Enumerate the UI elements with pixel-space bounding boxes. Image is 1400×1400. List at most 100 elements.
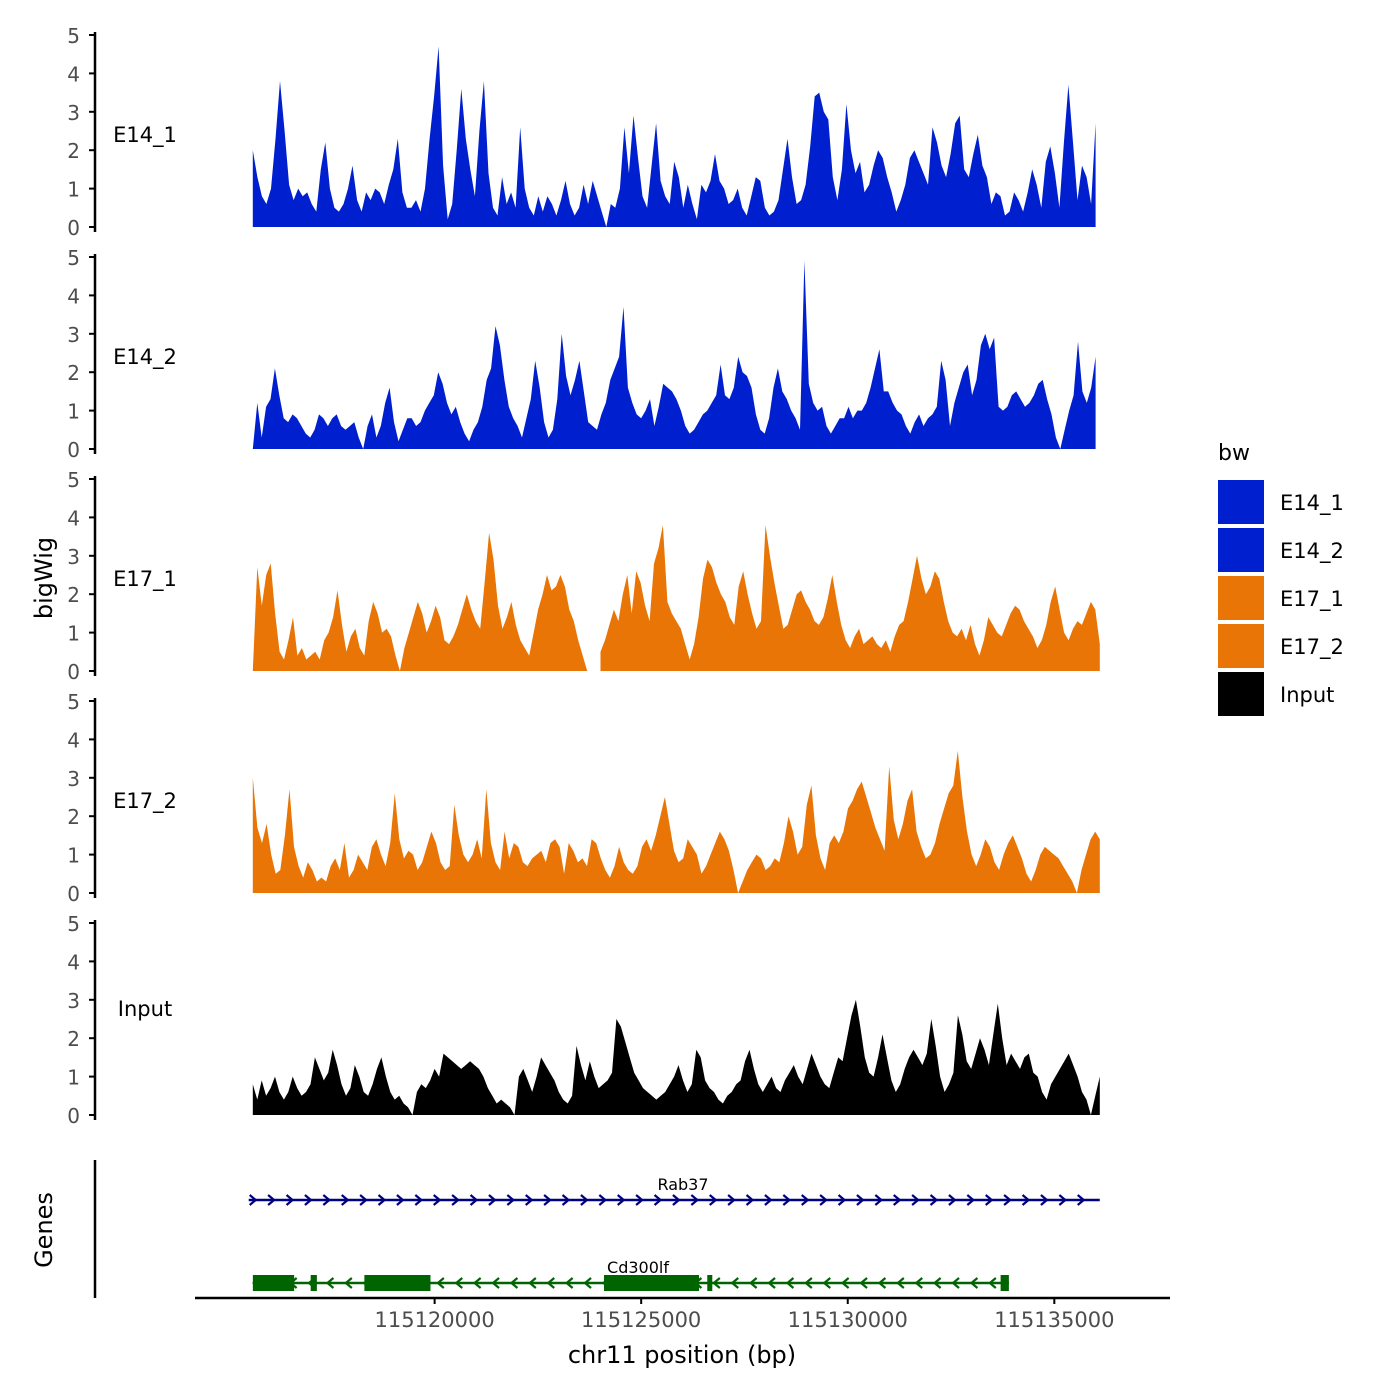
- strand-arrow: [893, 1194, 902, 1206]
- strand-arrow: [1040, 1194, 1049, 1206]
- legend-item-E14_1: E14_1: [1218, 480, 1344, 524]
- strand-arrow: [804, 1277, 813, 1289]
- y-tick-label: 2: [67, 361, 80, 385]
- legend-swatch: [1218, 624, 1264, 668]
- legend-swatch: [1218, 672, 1264, 716]
- strand-arrow: [988, 1277, 997, 1289]
- strand-arrow: [1058, 1194, 1068, 1206]
- strand-arrow: [712, 1277, 721, 1289]
- strand-arrow: [819, 1194, 828, 1206]
- track-E17_1: 0 1 2 3 4 5 E17_1: [67, 468, 1100, 684]
- strand-arrow: [840, 1277, 850, 1289]
- strand-arrow: [969, 1277, 979, 1289]
- strand-arrow: [856, 1194, 865, 1206]
- strand-arrow: [1077, 1194, 1086, 1206]
- legend-swatch: [1218, 576, 1264, 620]
- y-tick-label: 4: [67, 950, 80, 974]
- strand-arrow: [506, 1194, 516, 1206]
- strand-arrow: [727, 1194, 736, 1206]
- strand-arrow: [491, 1277, 500, 1289]
- strand-arrow: [951, 1277, 960, 1289]
- genes-panel-label: Genes: [30, 1192, 58, 1268]
- y-tick-label: 1: [67, 844, 80, 868]
- y-tick-label: 1: [67, 400, 80, 424]
- track-label: E14_1: [113, 123, 177, 148]
- strand-arrow: [801, 1194, 810, 1206]
- strand-arrow: [543, 1194, 552, 1206]
- y-tick-label: 1: [67, 622, 80, 646]
- strand-arrow: [764, 1194, 773, 1206]
- strand-arrow: [344, 1277, 353, 1289]
- strand-arrow: [767, 1277, 776, 1289]
- strand-arrow: [396, 1194, 405, 1206]
- x-tick-label: 115135000: [994, 1308, 1114, 1332]
- coverage-area-E17_1: [600, 525, 1100, 671]
- y-tick-label: 0: [67, 882, 80, 906]
- strand-arrow: [304, 1194, 313, 1206]
- strand-arrow: [929, 1194, 939, 1206]
- exon-block: [707, 1275, 713, 1291]
- strand-arrow: [782, 1194, 792, 1206]
- strand-arrow: [564, 1277, 574, 1289]
- strand-arrow: [525, 1194, 534, 1206]
- x-tick-label: 115125000: [581, 1308, 701, 1332]
- legend: bw E14_1 E14_2 E17_1 E17_2 Input: [1218, 441, 1344, 716]
- strand-arrow: [454, 1277, 463, 1289]
- legend-items: E14_1 E14_2 E17_1 E17_2 Input: [1218, 480, 1344, 716]
- gene-Cd300lf: Cd300lf: [252, 1258, 1009, 1291]
- strand-arrow: [249, 1194, 258, 1206]
- strand-arrow: [877, 1277, 887, 1289]
- y-tick-label: 5: [67, 690, 80, 714]
- y-tick-label: 2: [67, 805, 80, 829]
- track-E14_1: 0 1 2 3 4 5 E14_1: [67, 24, 1096, 240]
- strand-arrow: [966, 1194, 976, 1206]
- track-E14_2: 0 1 2 3 4 5 E14_2: [67, 246, 1096, 462]
- exon-block: [604, 1275, 700, 1291]
- y-tick-label: 5: [67, 24, 80, 48]
- strand-arrow: [469, 1194, 479, 1206]
- strand-arrow: [528, 1277, 537, 1289]
- strand-arrow: [653, 1194, 663, 1206]
- strand-arrow: [580, 1194, 589, 1206]
- y-tick-label: 0: [67, 438, 80, 462]
- strand-arrow: [1003, 1194, 1012, 1206]
- exon-block: [364, 1275, 431, 1291]
- y-tick-label: 3: [67, 323, 80, 347]
- strand-arrow: [896, 1277, 905, 1289]
- strand-arrow: [359, 1194, 368, 1206]
- y-tick-label: 1: [67, 1066, 80, 1090]
- gene-name: Cd300lf: [607, 1258, 669, 1277]
- exon-block: [310, 1275, 317, 1291]
- legend-title: bw: [1218, 441, 1250, 466]
- strand-arrow: [488, 1194, 497, 1206]
- y-tick-label: 3: [67, 545, 80, 569]
- y-tick-label: 3: [67, 989, 80, 1013]
- strand-arrow: [414, 1194, 424, 1206]
- y-tick-label: 3: [67, 101, 80, 125]
- strand-arrow: [911, 1194, 920, 1206]
- strand-arrow: [1021, 1194, 1031, 1206]
- coverage-area-E17_2: [252, 750, 1100, 893]
- tracks-layer: 0 1 2 3 4 5 E14_1 0 1 2 3 4 5 E14_2 0 1 2 3 4 5 E17_1 0 1 2 3 4 5 E…: [67, 24, 1100, 1128]
- track-E17_2: 0 1 2 3 4 5 E17_2: [67, 690, 1100, 906]
- coverage-area-E17_1: [252, 532, 588, 671]
- gene-name: Rab37: [657, 1175, 708, 1194]
- strand-arrow: [745, 1194, 755, 1206]
- coverage-area-E14_2: [252, 260, 1096, 449]
- y-tick-label: 5: [67, 246, 80, 270]
- y-tick-label: 4: [67, 62, 80, 86]
- x-axis: 115120000 115125000 115130000 115135000: [195, 1296, 1170, 1332]
- legend-swatch: [1218, 528, 1264, 572]
- strand-arrow: [822, 1277, 831, 1289]
- legend-label: E14_1: [1280, 491, 1344, 516]
- track-label: E17_1: [113, 567, 177, 592]
- strand-arrow: [635, 1194, 644, 1206]
- track-label: E14_2: [113, 345, 177, 370]
- y-tick-label: 2: [67, 139, 80, 163]
- strand-arrow: [546, 1277, 555, 1289]
- strand-arrow: [377, 1194, 387, 1206]
- strand-arrow: [436, 1277, 445, 1289]
- strand-arrow: [874, 1194, 884, 1206]
- legend-item-Input: Input: [1218, 672, 1334, 716]
- strand-arrow: [451, 1194, 460, 1206]
